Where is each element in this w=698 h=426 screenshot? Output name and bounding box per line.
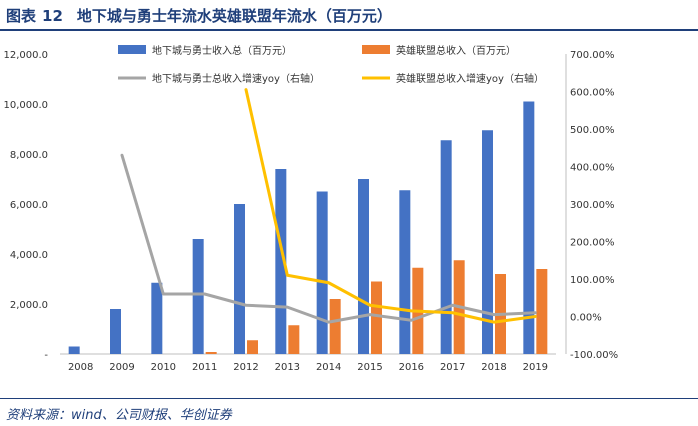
x-tick-label: 2008 <box>68 362 93 373</box>
line-lol-growth <box>244 88 537 324</box>
y-right-tick-label: 400.00% <box>570 163 615 174</box>
bar-dnf-revenue <box>275 169 287 354</box>
chart-title: 图表 12 地下城与勇士年流水英雄联盟年流水（百万元） <box>6 5 392 26</box>
title-underline <box>0 29 698 31</box>
legend-lol-revenue-label: 英雄联盟总收入（百万元） <box>396 44 516 57</box>
bar-dnf-revenue <box>440 140 452 354</box>
y-right-tick-label: 200.00% <box>570 238 615 249</box>
bar-dnf-revenue <box>192 239 204 354</box>
bar-dnf-revenue <box>358 179 369 354</box>
x-tick-label: 2019 <box>523 362 548 373</box>
bar-lol-revenue <box>288 325 300 354</box>
bar-lol-revenue <box>205 352 217 354</box>
x-tick-label: 2016 <box>399 362 424 373</box>
y-left-tick-label: - <box>44 350 48 361</box>
y-left-tick-label: 6,000.0 <box>10 200 48 211</box>
x-tick-label: 2018 <box>481 362 506 373</box>
y-left-tick-label: 10,000.0 <box>3 100 48 111</box>
y-left-tick-label: 4,000.0 <box>10 250 48 261</box>
x-tick-label: 2012 <box>233 362 258 373</box>
y-right-tick-label: 100.00% <box>570 275 615 286</box>
x-tick-label: 2009 <box>109 362 134 373</box>
title-bar: 图表 12 地下城与勇士年流水英雄联盟年流水（百万元） <box>0 0 698 31</box>
bar-dnf-revenue <box>151 282 163 354</box>
x-tick-label: 2017 <box>440 362 465 373</box>
y-right-tick-label: 500.00% <box>570 125 615 136</box>
bar-lol-revenue <box>247 340 258 354</box>
y-right-tick-label: 300.00% <box>570 200 615 211</box>
figure-number: 12 <box>42 7 63 25</box>
x-tick-label: 2013 <box>275 362 300 373</box>
bar-lol-revenue <box>536 269 548 354</box>
y-left-tick-label: 8,000.0 <box>10 150 48 161</box>
x-tick-label: 2015 <box>357 362 382 373</box>
y-right-tick-label: 0.00% <box>570 313 602 324</box>
legend-lol-growth-label: 英雄联盟总收入增速yoy（右轴） <box>396 72 544 85</box>
bar-dnf-revenue <box>110 309 121 354</box>
bar-lol-revenue <box>329 299 341 354</box>
bar-dnf-revenue <box>523 101 535 354</box>
y-left-tick-label: 12,000.0 <box>3 50 48 61</box>
bar-dnf-revenue <box>316 191 328 354</box>
figure-title: 地下城与勇士年流水英雄联盟年流水（百万元） <box>76 7 392 25</box>
x-tick-label: 2010 <box>151 362 176 373</box>
bar-dnf-revenue <box>482 130 493 354</box>
x-tick-label: 2014 <box>316 362 341 373</box>
legend-lol-revenue-swatch <box>362 45 390 54</box>
legend-dnf-growth-label: 地下城与勇士总收入增速yoy（右轴） <box>152 72 320 85</box>
y-right-tick-label: 700.00% <box>570 50 615 61</box>
bar-lol-revenue <box>371 281 382 354</box>
bar-dnf-revenue <box>68 346 80 354</box>
bar-dnf-revenue <box>399 190 411 354</box>
x-tick-label: 2011 <box>192 362 217 373</box>
legend-dnf-revenue-label: 地下城与勇士收入总（百万元） <box>152 44 292 57</box>
source-divider <box>0 398 698 399</box>
source-note: 资料来源：wind、公司财报、华创证券 <box>6 408 232 423</box>
line-dnf-growth <box>120 153 537 324</box>
bar-dnf-revenue <box>234 204 245 354</box>
y-right-tick-label: -100.00% <box>570 350 618 361</box>
legend-dnf-revenue-swatch <box>118 45 146 54</box>
figure-label: 图表 <box>6 7 37 25</box>
y-left-tick-label: 2,000.0 <box>10 300 48 311</box>
y-right-tick-label: 600.00% <box>570 88 615 99</box>
